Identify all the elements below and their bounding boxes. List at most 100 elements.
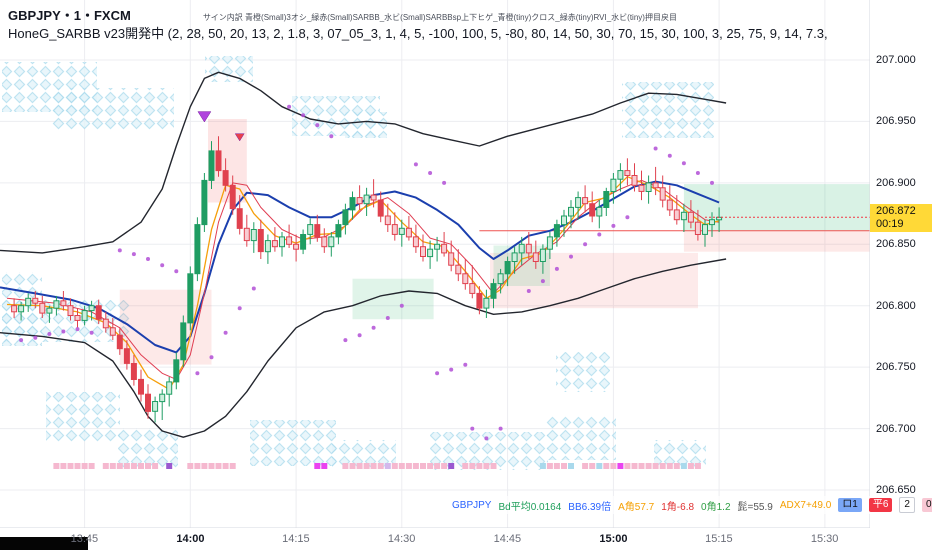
price-tick-label: 207.000 [876,54,916,66]
signal-square [553,463,560,469]
signal-square [67,463,74,469]
candle-body [497,273,504,285]
signal-triangle-marker [234,133,245,142]
candle-body [356,197,363,205]
candle-body [102,318,109,329]
signal-square [434,463,441,469]
indicator-title[interactable]: HoneG_SARBB v23開発中 (2, 28, 50, 20, 13, 2… [8,26,828,41]
signal-square [420,463,426,469]
symbol-title[interactable]: GBPJPY・1・FXCM [8,8,131,23]
candle-body [469,283,476,294]
sar-dot [174,269,179,274]
candle-body [159,393,166,403]
candle-body [363,194,370,205]
signal-square [638,463,645,469]
status-badge-ratio: 0.9倍 [921,498,932,512]
candle-body [208,150,215,181]
candle-body [243,227,250,242]
signal-square [152,463,159,469]
signal-square [123,463,130,469]
price-tick-label: 206.850 [876,238,916,251]
candle-body [652,182,659,189]
sar-dot [160,263,165,268]
signal-square [462,463,469,469]
signal-square [342,463,349,469]
candle-body [25,297,32,307]
price-axis[interactable]: 207.000 206.950 206.900 206.850 206.800 206.7… [870,0,932,528]
candle-body [152,401,159,412]
band-zone [490,252,698,309]
signal-square [356,463,363,469]
candle-body [553,224,560,238]
candle-body [546,236,553,250]
sar-dot [435,371,440,376]
time-axis[interactable]: 13:45 14:00 14:15 14:30 14:45 15:00 15:15 15:30 [0,528,932,550]
status-hige: 髭=55.9 [737,501,773,513]
signal-square [490,463,497,469]
candle-body [624,170,631,177]
bb-lower-band [0,258,727,438]
signal-square [568,463,574,469]
sign-legend: サイン内訳 青橙(Small)3オシ_緑赤(Small)SARBB_水ビ(Sma… [202,13,677,22]
signal-square [539,463,546,469]
candle-body [74,315,81,321]
candle-body [60,300,67,307]
sar-dot [625,215,630,220]
candle-body [645,182,652,192]
sar-dot [371,325,376,330]
signal-square [194,463,201,469]
candle-body [694,221,701,235]
sar-dot [33,335,38,340]
candle-body [638,184,645,192]
candle-body [448,252,455,266]
candle-body [561,215,567,226]
signal-square [398,463,405,469]
signal-square [412,463,419,469]
sar-dot [463,362,468,367]
signal-square [384,463,391,469]
current-price-badge[interactable]: 206.872 00:19 [870,204,932,233]
candle-body [617,170,624,180]
cloud-pattern [345,112,387,138]
sar-dot [385,316,390,320]
status-symbol: GBPJPY [452,499,492,511]
signal-square [102,463,109,469]
sar-dot [428,171,433,175]
band-zone [352,278,434,320]
time-tick-label: 15:00 [599,533,628,545]
candle-body [539,248,546,262]
sar-dot [498,426,503,431]
cloud-pattern [622,82,714,138]
signal-square [694,463,701,469]
signal-square [589,463,596,469]
candle-body [610,178,617,192]
status-bd-average: Bd平均0.0164 [498,501,562,513]
sar-dot [117,248,122,253]
sar-dot [695,171,700,175]
candle-body [321,236,328,248]
signal-square [109,463,116,469]
candle-body [483,297,490,309]
candle-body [215,150,222,172]
candle-body [631,175,638,186]
candle-body [666,199,673,211]
cloud-pattern [556,352,610,392]
candle-body [511,252,518,262]
candle-body [279,236,285,248]
status-bar: GBPJPY Bd平均0.0164 BB6.39倍 A角57.7 1角-6.8 0角1.2… [448,496,932,514]
sar-dot [47,332,52,336]
signal-square [631,463,638,469]
time-axis-black-box [0,537,88,550]
candle-body [462,273,469,285]
signal-square [201,463,208,469]
signal-square [603,463,610,469]
status-adx: ADX7+49.0 [779,499,832,511]
bb-upper-band [0,71,727,254]
status-bb-ratio: BB6.39倍 [568,501,612,513]
sar-dot [315,123,320,128]
sar-dot [251,286,256,291]
time-tick-label: 13:45 [70,533,99,545]
candle-body [391,224,398,235]
sar-dot [301,113,306,118]
